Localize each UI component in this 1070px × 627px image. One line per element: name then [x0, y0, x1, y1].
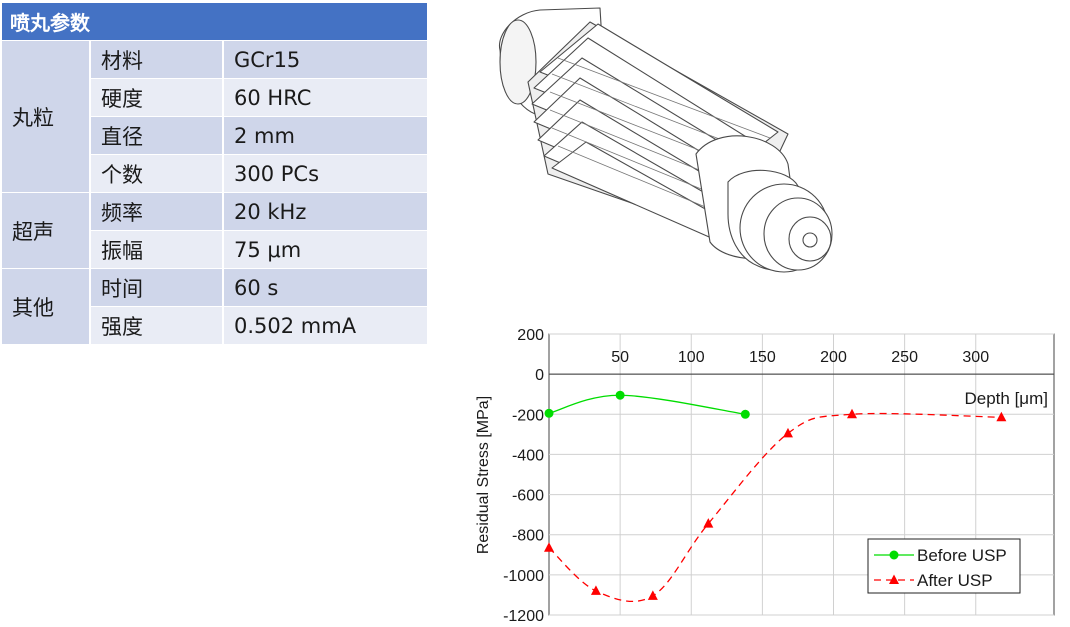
table-row: 超声 频率 20 kHz: [2, 192, 428, 269]
x-tick-label: 150: [749, 349, 776, 366]
data-point: [615, 390, 625, 400]
x-tick-label: 50: [611, 349, 629, 366]
param-value: 0.502 mmA: [223, 306, 428, 345]
x-tick-label: 250: [891, 349, 918, 366]
series-line: [548, 394, 746, 415]
table-row: 振幅 75 μm: [2, 230, 428, 269]
y-tick-label: -200: [512, 407, 544, 424]
y-tick-label: -600: [512, 488, 544, 505]
param-name: 直径: [90, 116, 224, 155]
table-row: 个数 300 PCs: [2, 154, 428, 193]
gear-shaft-drawing: [498, 7, 833, 273]
data-point: [544, 408, 554, 418]
legend-items: Before USP After USP: [874, 546, 1007, 590]
y-tick-labels: 200 0 -200 -400 -600 -800 -1000 -1200: [503, 327, 544, 625]
data-point: [889, 550, 899, 560]
param-name: 振幅: [90, 230, 224, 269]
data-point: [647, 590, 658, 600]
y-tick-label: 200: [517, 327, 544, 344]
parameter-table-body: 喷丸参数 丸粒 材料 GCr15 硬度 60 HRC 直径 2 mm 个数 300 PCs 超声频…: [2, 3, 428, 345]
param-value: 300 PCs: [223, 154, 428, 193]
data-point: [782, 427, 793, 438]
table-row: 强度 0.502 mmA: [2, 306, 428, 345]
param-value: 20 kHz: [223, 192, 428, 231]
param-value: 75 μm: [223, 230, 428, 269]
legend-label: After USP: [917, 571, 993, 590]
param-value: 2 mm: [223, 116, 428, 155]
legend: Before USP After USP: [867, 538, 1021, 594]
y-tick-label: 0: [535, 367, 544, 384]
legend-label: Before USP: [917, 546, 1007, 565]
param-name: 强度: [90, 306, 224, 345]
param-value: 60 HRC: [223, 78, 428, 117]
y-tick-label: -400: [512, 447, 544, 464]
x-tick-label: 300: [962, 349, 989, 366]
param-value: 60 s: [223, 268, 428, 307]
series-layer: [544, 390, 1007, 603]
param-name: 个数: [90, 154, 224, 193]
y-tick-label: -1000: [503, 568, 544, 585]
data-point: [590, 585, 601, 595]
param-name: 硬度: [90, 78, 224, 117]
param-value: GCr15: [223, 40, 428, 79]
group-label: 丸粒: [2, 40, 91, 193]
data-point: [847, 408, 857, 419]
table-title: 喷丸参数: [2, 3, 428, 41]
param-name: 材料: [90, 40, 224, 79]
data-point: [740, 409, 750, 419]
series-before-usp: [544, 390, 750, 419]
y-tick-label: -1200: [503, 608, 544, 625]
x-tick-label: 200: [820, 349, 847, 366]
series-after-usp: [544, 408, 1007, 603]
table-title-row: 喷丸参数: [2, 3, 428, 41]
data-point: [889, 574, 899, 584]
param-name: 时间: [90, 268, 224, 307]
table-row: 丸粒 材料 GCr15: [2, 40, 428, 193]
table-row: 其他 时间 60 s: [2, 268, 428, 345]
x-tick-labels: 50 100 150 200 250 300: [611, 349, 989, 366]
table-row: 硬度 60 HRC: [2, 78, 428, 117]
y-axis-label: Residual Stress [MPa]: [475, 396, 492, 554]
y-tick-label: -800: [512, 528, 544, 545]
x-tick-label: 100: [678, 349, 705, 366]
group-label: 其他: [2, 268, 91, 345]
x-axis-label: Depth [μm]: [965, 389, 1049, 408]
data-point: [996, 411, 1007, 422]
group-label: 超声: [2, 192, 91, 269]
data-point: [544, 542, 554, 552]
data-point: [703, 518, 714, 528]
table-row: 直径 2 mm: [2, 116, 428, 155]
param-name: 频率: [90, 192, 224, 231]
parameter-table: 喷丸参数 丸粒 材料 GCr15 硬度 60 HRC 直径 2 mm 个数 300 PCs 超声频…: [2, 3, 428, 345]
residual-stress-chart: 200 0 -200 -400 -600 -800 -1000 -1200 50 100 150 2…: [475, 327, 1055, 625]
